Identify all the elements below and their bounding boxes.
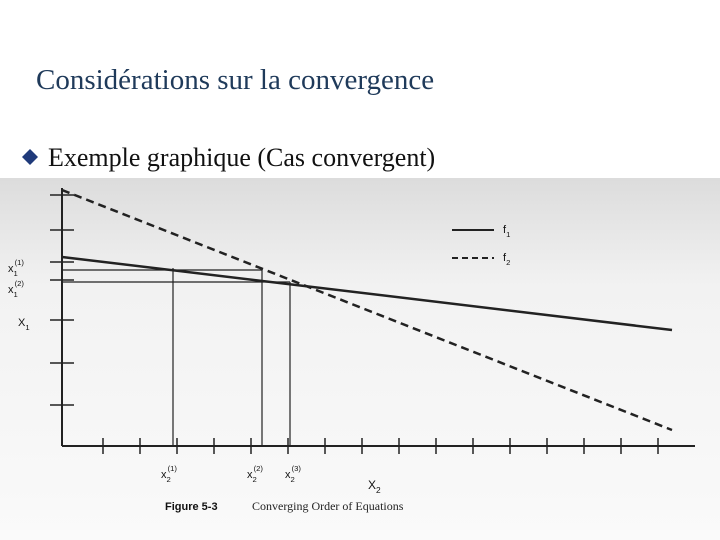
y-label-base: x [8,263,14,275]
legend-label-base: f [503,224,507,236]
x-label: x2 [161,469,171,484]
y-label-base: x [8,284,14,296]
y-label: x1 [8,284,18,299]
y-label-sub: 1 [14,269,18,278]
x-label: x2 [247,469,257,484]
x-label-sup: (2) [254,464,264,473]
x-label-base: x [285,469,291,481]
x-label-sub: 2 [253,475,257,484]
y-label-base: X [18,317,26,329]
legend-label-sub: 1 [506,230,510,239]
x-label-sup: (1) [168,464,178,473]
axis-ticks [50,194,659,454]
legend-label: f2 [503,252,510,267]
caption-number: Figure 5-3 [165,501,218,513]
x-axis-label-sub: 2 [376,485,381,495]
x-label-base: x [247,469,253,481]
y-label-sup: (1) [15,258,25,267]
y-label: X1 [18,317,30,332]
x-label: x2 [285,469,295,484]
x-axis-label-base: X [368,478,376,492]
bullet-text: Exemple graphique (Cas convergent) [48,143,435,172]
y-label-sub: 1 [14,290,18,299]
legend-label: f1 [503,224,510,239]
x-label-base: x [161,469,167,481]
figure-lines [61,188,695,447]
x-label-sup: (3) [292,464,302,473]
bullet-icon [22,149,38,165]
scanned-figure [0,178,720,540]
x-label-sub: 2 [291,475,295,484]
x-axis-label: X2 [368,478,381,495]
slide-title: Considérations sur la convergence [36,64,434,96]
y-label-sub: 1 [25,323,29,332]
caption-text: Converging Order of Equations [252,499,404,513]
y-label: x1 [8,263,18,278]
y-label-sup: (2) [15,279,25,288]
legend-label-base: f [503,252,507,264]
legend-label-sub: 2 [506,258,510,267]
x-label-sub: 2 [167,475,171,484]
